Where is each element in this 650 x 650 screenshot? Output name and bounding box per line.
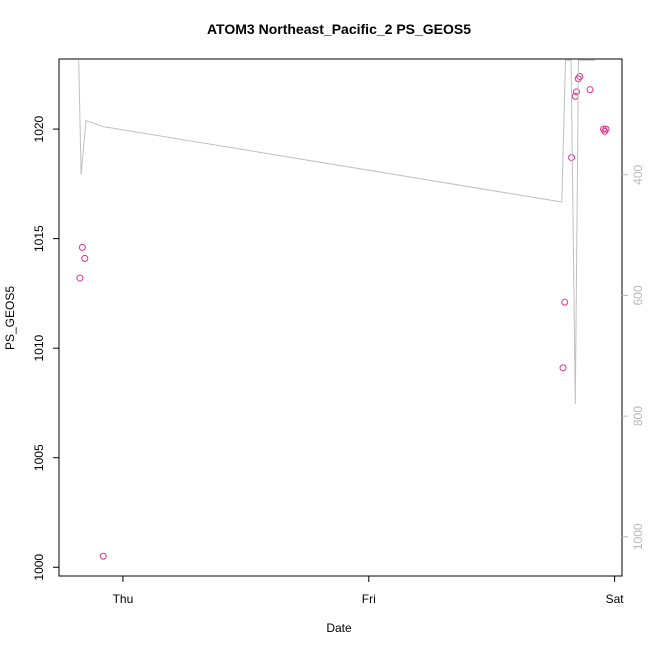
data-point [81, 254, 89, 262]
y2-tick-label: 1000 [631, 523, 645, 550]
data-point [576, 73, 584, 81]
y-tick-label: 1000 [32, 554, 46, 581]
data-point [602, 125, 610, 133]
y2-tick-label: 800 [631, 406, 645, 426]
data-point [586, 86, 594, 94]
data-point [78, 243, 86, 251]
data-point [573, 88, 581, 96]
plot-area [58, 58, 623, 577]
y-tick-label: 1020 [32, 115, 46, 142]
series-line [78, 59, 595, 405]
data-point [76, 274, 84, 282]
data-point [559, 364, 567, 372]
x-tick-label: Sat [606, 592, 625, 606]
data-point [561, 298, 569, 306]
y-tick-label: 1005 [32, 444, 46, 471]
series-layer [76, 59, 610, 560]
secondary-y-axis: 400 600 800 1000 [622, 164, 645, 550]
x-axis-label: Date [326, 621, 352, 635]
y-tick-label: 1010 [32, 334, 46, 361]
data-point [568, 154, 576, 162]
y-axis: 1000 1005 1010 1015 1020 [32, 115, 59, 581]
y2-tick-label: 400 [631, 164, 645, 184]
x-tick-label: Thu [113, 592, 134, 606]
y2-tick-label: 600 [631, 285, 645, 305]
chart-title: ATOM3 Northeast_Pacific_2 PS_GEOS5 [207, 21, 471, 37]
y-tick-label: 1015 [32, 225, 46, 252]
x-tick-label: Fri [362, 592, 376, 606]
data-point [99, 552, 107, 560]
x-axis: Thu Fri Sat [113, 576, 625, 606]
y-axis-label: PS_GEOS5 [3, 286, 17, 350]
